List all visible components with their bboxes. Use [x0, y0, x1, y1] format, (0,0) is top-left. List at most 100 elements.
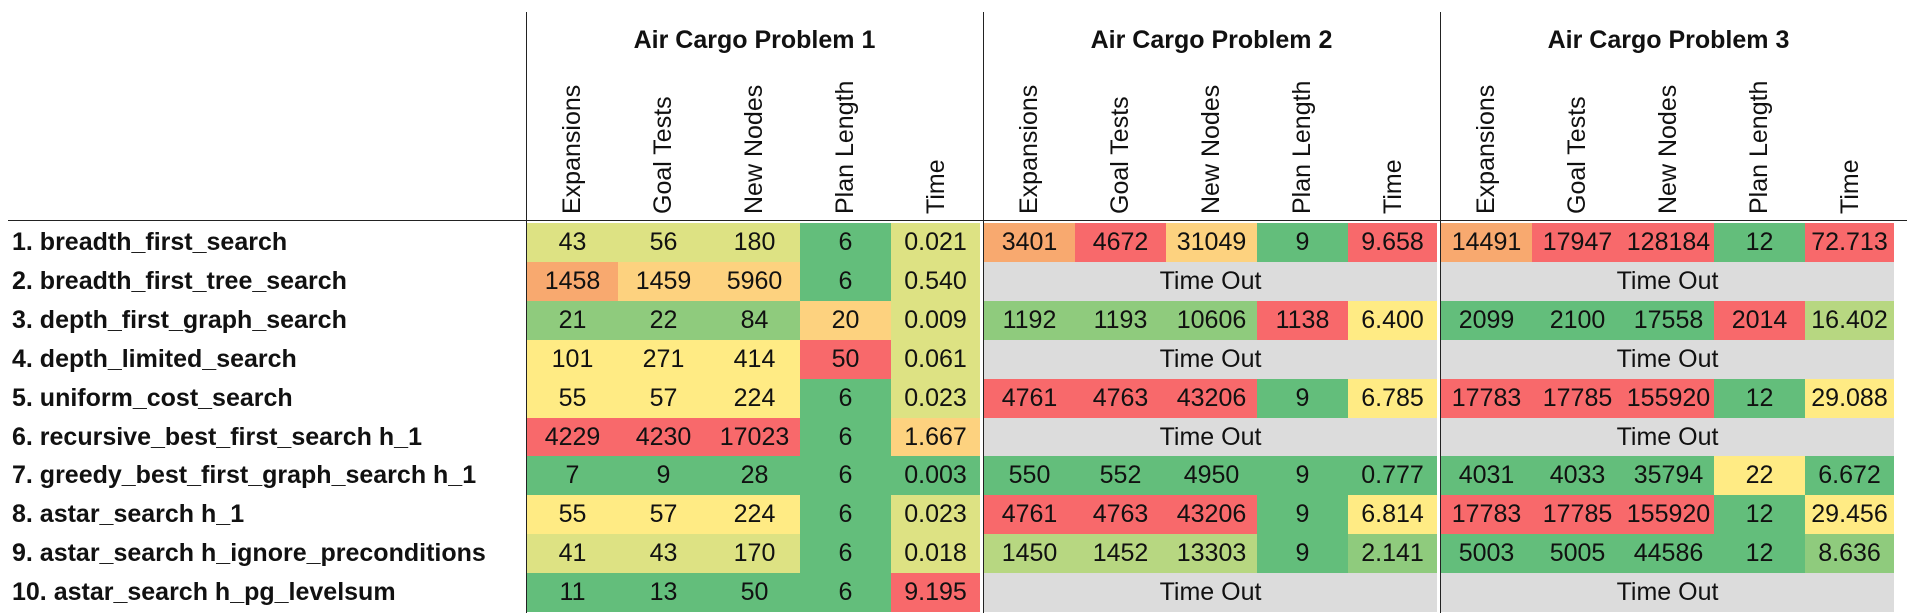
table-cell: 6.400 — [1348, 301, 1437, 340]
row-label: 2. breadth_first_tree_search — [12, 267, 347, 295]
table-cell: 43 — [618, 534, 709, 573]
table-cell: 2014 — [1714, 301, 1805, 340]
table-cell: 17023 — [709, 418, 800, 457]
table-cell: 28 — [709, 456, 800, 495]
table-cell: 14491 — [1441, 223, 1532, 262]
table-cell: 55 — [527, 379, 618, 418]
table-cell: 31049 — [1166, 223, 1257, 262]
table-cell: 9 — [1257, 223, 1348, 262]
table-cell: 10606 — [1166, 301, 1257, 340]
table-cell: 6.785 — [1348, 379, 1437, 418]
column-header-goal-tests: Goal Tests — [649, 96, 677, 214]
table-cell: 0.021 — [891, 223, 980, 262]
table-cell: 0.003 — [891, 456, 980, 495]
table-cell: 101 — [527, 340, 618, 379]
column-header-new-nodes: New Nodes — [1654, 84, 1682, 214]
table-cell: 20 — [800, 301, 891, 340]
table-cell: 1450 — [984, 534, 1075, 573]
table-cell: 13 — [618, 573, 709, 612]
table-cell: 1459 — [618, 262, 709, 301]
table-cell: 57 — [618, 495, 709, 534]
table-cell: 35794 — [1623, 456, 1714, 495]
column-header-time: Time — [1379, 159, 1407, 214]
table-cell: 50 — [800, 340, 891, 379]
table-cell: 9.195 — [891, 573, 980, 612]
table-cell: 0.777 — [1348, 456, 1437, 495]
table-cell: 0.061 — [891, 340, 980, 379]
row-label: 7. greedy_best_first_graph_search h_1 — [12, 461, 477, 489]
table-cell: 414 — [709, 340, 800, 379]
table-cell: 1.667 — [891, 418, 980, 457]
table-cell: 12 — [1714, 379, 1805, 418]
table-cell: 4950 — [1166, 456, 1257, 495]
table-cell: 22 — [618, 301, 709, 340]
table-cell: 29.088 — [1805, 379, 1894, 418]
timeout-cell: Time Out — [1441, 418, 1894, 457]
table-cell: 4230 — [618, 418, 709, 457]
row-label: 8. astar_search h_1 — [12, 500, 245, 528]
table-cell: 6 — [800, 262, 891, 301]
table-cell: 43 — [527, 223, 618, 262]
group-title: Air Cargo Problem 3 — [1547, 26, 1790, 54]
table-cell: 55 — [527, 495, 618, 534]
table-cell: 6 — [800, 223, 891, 262]
table-cell: 50 — [709, 573, 800, 612]
table-cell: 17947 — [1532, 223, 1623, 262]
table-cell: 4761 — [984, 379, 1075, 418]
timeout-cell: Time Out — [984, 573, 1437, 612]
table-cell: 44586 — [1623, 534, 1714, 573]
group-title: Air Cargo Problem 2 — [1090, 26, 1333, 54]
column-header-time: Time — [922, 159, 950, 214]
table-cell: 180 — [709, 223, 800, 262]
table-cell: 3401 — [984, 223, 1075, 262]
table-cell: 1458 — [527, 262, 618, 301]
table-cell: 17783 — [1441, 379, 1532, 418]
table-cell: 9 — [1257, 456, 1348, 495]
row-label: 9. astar_search h_ignore_preconditions — [12, 539, 486, 567]
table-cell: 4229 — [527, 418, 618, 457]
column-header-new-nodes: New Nodes — [1197, 84, 1225, 214]
table-cell: 8.636 — [1805, 534, 1894, 573]
column-header-plan-length: Plan Length — [1288, 80, 1316, 214]
table-cell: 17785 — [1532, 379, 1623, 418]
table-cell: 4031 — [1441, 456, 1532, 495]
table-cell: 550 — [984, 456, 1075, 495]
column-header-expansions: Expansions — [1472, 84, 1500, 214]
table-cell: 6 — [800, 456, 891, 495]
table-cell: 1192 — [984, 301, 1075, 340]
column-header-goal-tests: Goal Tests — [1106, 96, 1134, 214]
table-cell: 4763 — [1075, 495, 1166, 534]
table-cell: 224 — [709, 379, 800, 418]
table-cell: 56 — [618, 223, 709, 262]
table-cell: 224 — [709, 495, 800, 534]
table-cell: 1138 — [1257, 301, 1348, 340]
table-cell: 4763 — [1075, 379, 1166, 418]
table-cell: 17785 — [1532, 495, 1623, 534]
timeout-cell: Time Out — [1441, 340, 1894, 379]
timeout-cell: Time Out — [984, 340, 1437, 379]
group-divider — [1440, 12, 1441, 613]
table-cell: 2100 — [1532, 301, 1623, 340]
table-cell: 41 — [527, 534, 618, 573]
table-cell: 12 — [1714, 534, 1805, 573]
table-cell: 29.456 — [1805, 495, 1894, 534]
table-cell: 0.023 — [891, 379, 980, 418]
table-cell: 6 — [800, 573, 891, 612]
column-header-expansions: Expansions — [1015, 84, 1043, 214]
table-cell: 7 — [527, 456, 618, 495]
group-divider — [983, 12, 984, 613]
row-label: 1. breadth_first_search — [12, 228, 288, 256]
timeout-cell: Time Out — [984, 262, 1437, 301]
table-cell: 155920 — [1623, 495, 1714, 534]
table-cell: 9 — [1257, 495, 1348, 534]
table-cell: 552 — [1075, 456, 1166, 495]
table-cell: 12 — [1714, 223, 1805, 262]
row-label: 4. depth_limited_search — [12, 345, 297, 373]
table-cell: 22 — [1714, 456, 1805, 495]
table-cell: 128184 — [1623, 223, 1714, 262]
table-cell: 13303 — [1166, 534, 1257, 573]
column-header-expansions: Expansions — [558, 84, 586, 214]
table-cell: 1452 — [1075, 534, 1166, 573]
row-label: 3. depth_first_graph_search — [12, 306, 347, 334]
column-header-time: Time — [1836, 159, 1864, 214]
